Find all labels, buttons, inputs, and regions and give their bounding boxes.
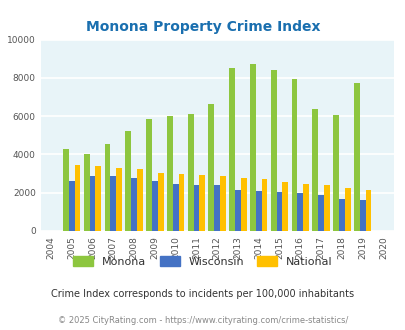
Bar: [297, 193, 303, 231]
Bar: [90, 177, 95, 231]
Bar: [303, 184, 308, 231]
Bar: [229, 68, 234, 231]
Bar: [353, 83, 359, 231]
Bar: [116, 168, 122, 231]
Bar: [199, 175, 205, 231]
Bar: [95, 166, 101, 231]
Bar: [63, 149, 69, 231]
Legend: Monona, Wisconsin, National: Monona, Wisconsin, National: [73, 256, 332, 267]
Bar: [249, 64, 255, 231]
Bar: [151, 181, 158, 231]
Bar: [282, 182, 288, 231]
Bar: [323, 185, 329, 231]
Bar: [261, 179, 267, 231]
Bar: [214, 185, 220, 231]
Bar: [75, 165, 80, 231]
Bar: [311, 109, 318, 231]
Bar: [166, 116, 172, 231]
Bar: [104, 144, 110, 231]
Bar: [172, 184, 178, 231]
Bar: [187, 114, 193, 231]
Text: Crime Index corresponds to incidents per 100,000 inhabitants: Crime Index corresponds to incidents per…: [51, 289, 354, 299]
Bar: [344, 188, 350, 231]
Bar: [110, 177, 116, 231]
Bar: [158, 173, 163, 231]
Bar: [255, 191, 261, 231]
Bar: [131, 178, 136, 231]
Bar: [318, 195, 323, 231]
Bar: [83, 154, 90, 231]
Bar: [234, 190, 240, 231]
Bar: [69, 181, 75, 231]
Bar: [359, 200, 364, 231]
Bar: [364, 190, 371, 231]
Bar: [333, 115, 338, 231]
Bar: [193, 185, 199, 231]
Bar: [146, 119, 151, 231]
Bar: [338, 199, 344, 231]
Bar: [270, 70, 276, 231]
Text: Monona Property Crime Index: Monona Property Crime Index: [85, 20, 320, 34]
Text: © 2025 CityRating.com - https://www.cityrating.com/crime-statistics/: © 2025 CityRating.com - https://www.city…: [58, 316, 347, 325]
Bar: [220, 177, 225, 231]
Bar: [240, 178, 246, 231]
Bar: [291, 79, 297, 231]
Bar: [276, 192, 282, 231]
Bar: [136, 169, 143, 231]
Bar: [125, 131, 131, 231]
Bar: [178, 174, 184, 231]
Bar: [208, 104, 214, 231]
